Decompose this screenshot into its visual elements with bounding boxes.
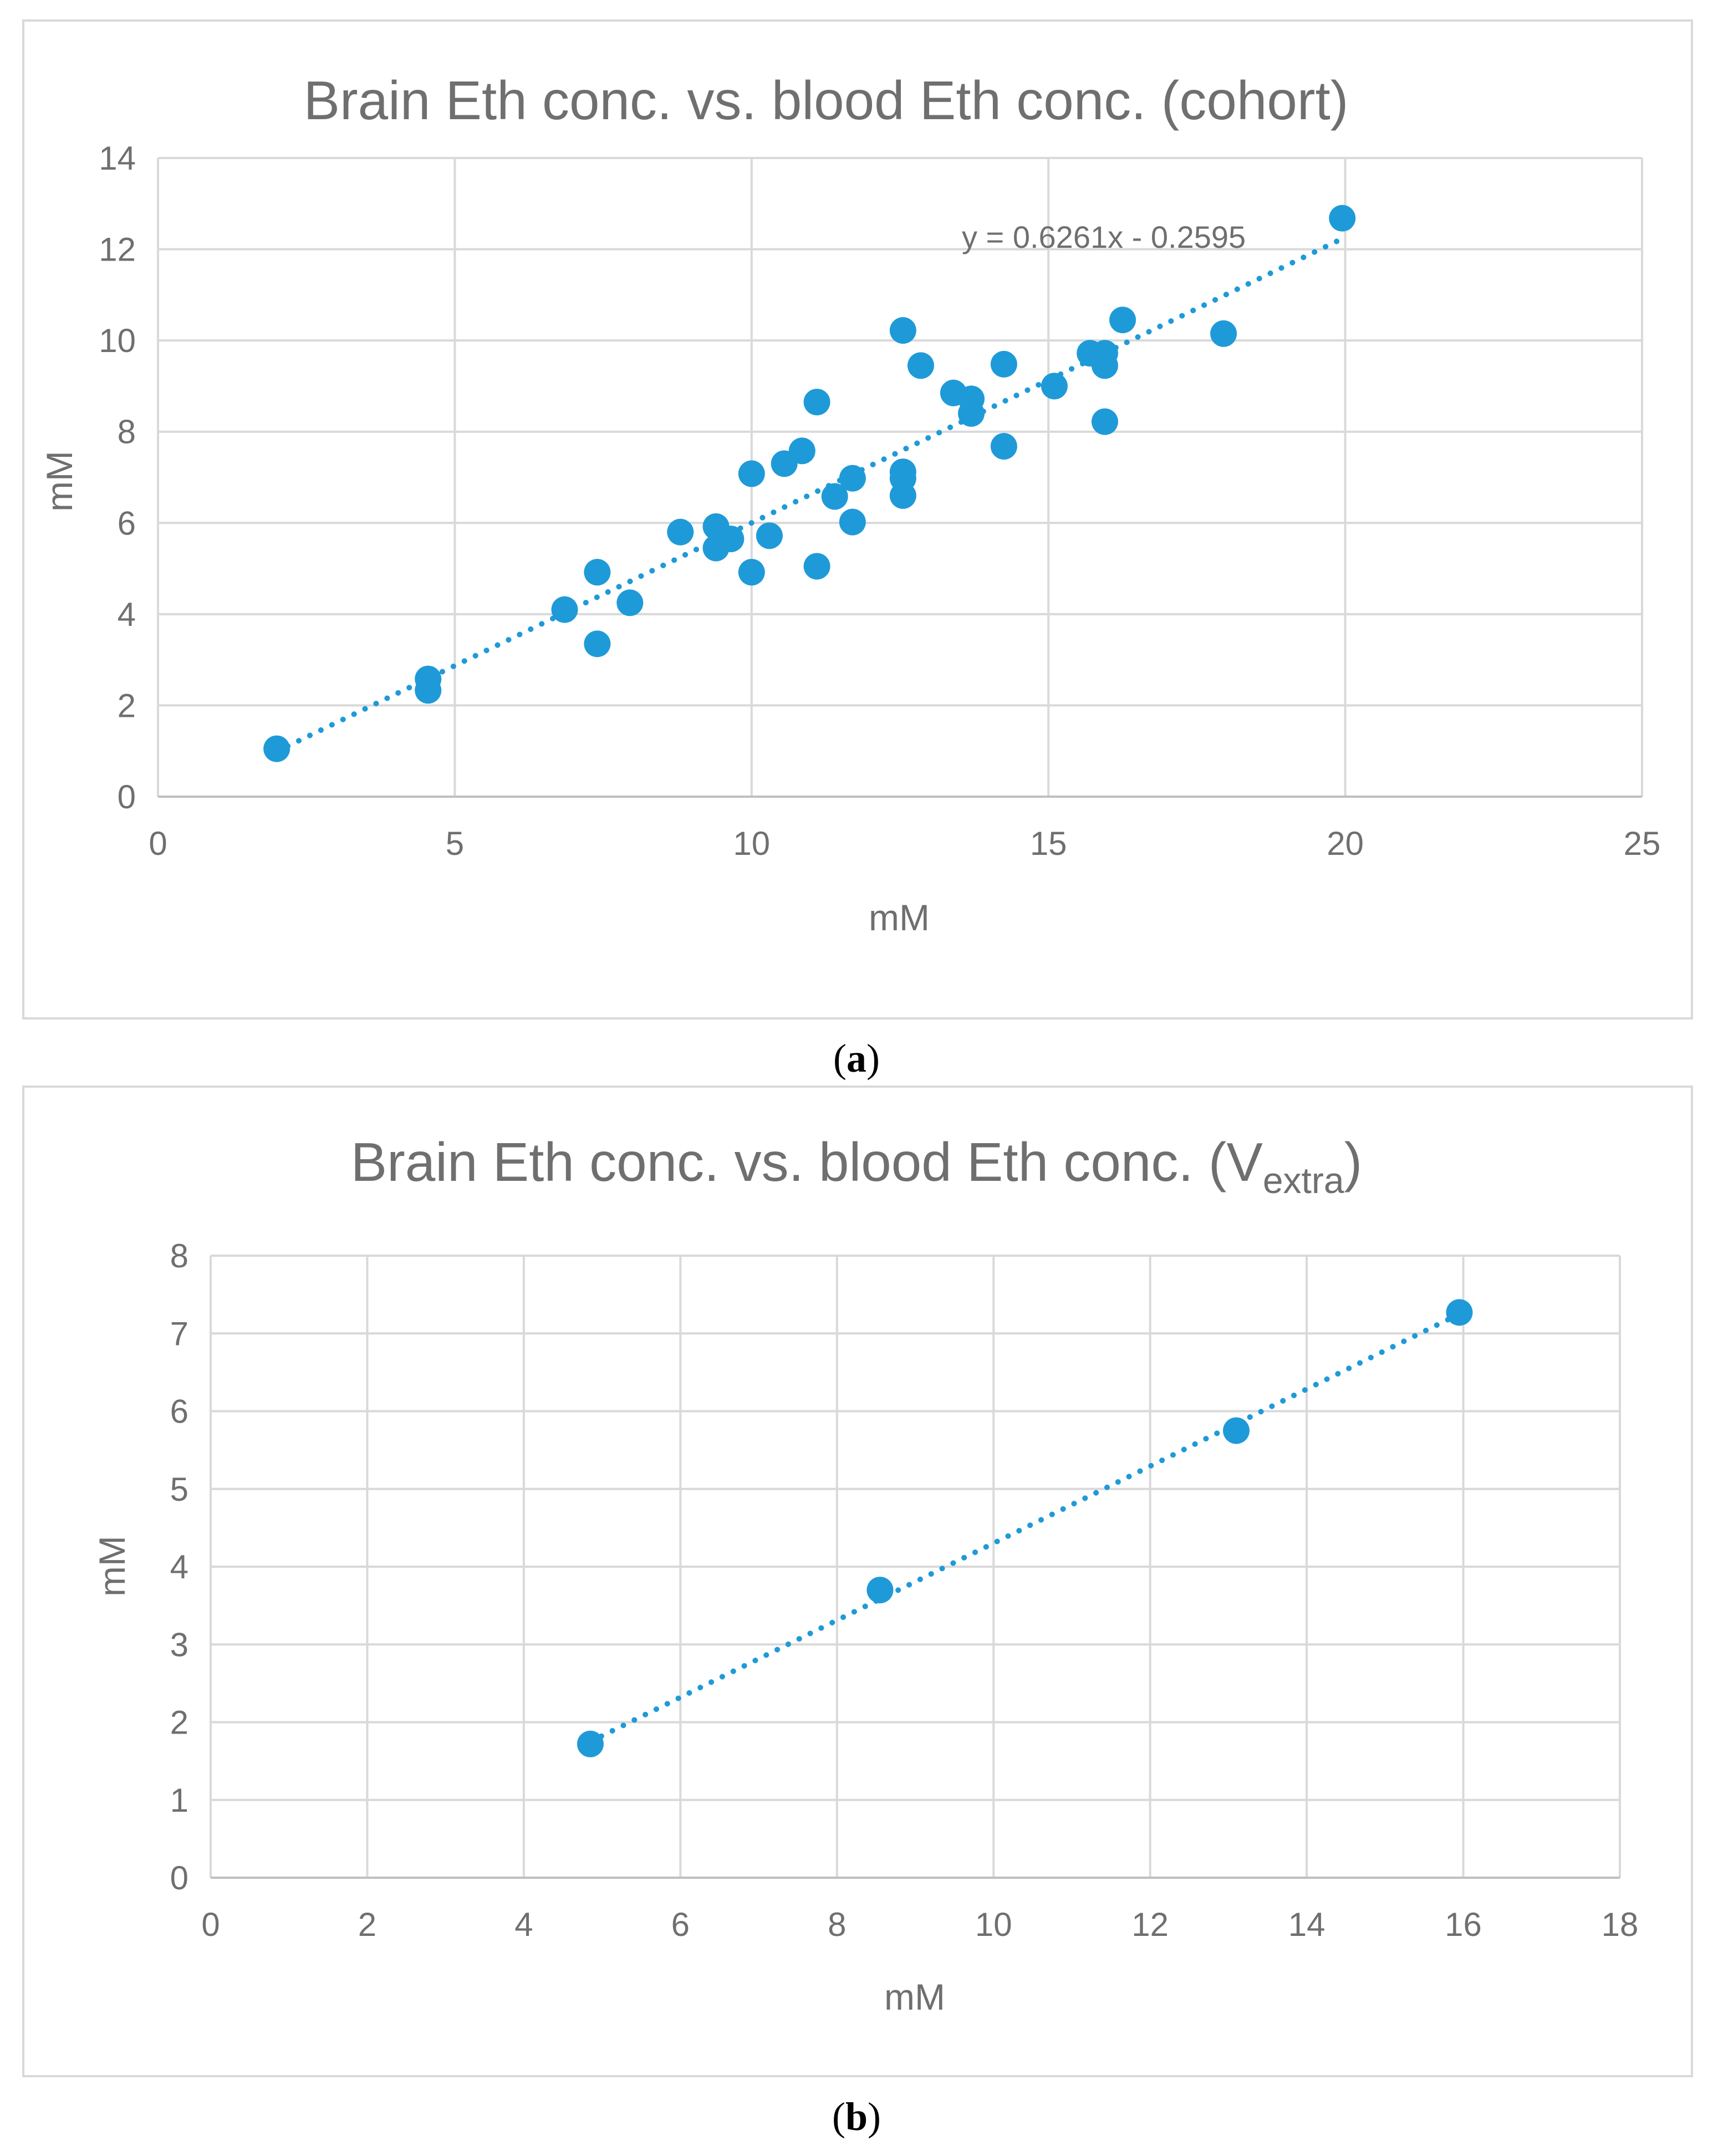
x-tick-label: 10 [975, 1906, 1012, 1943]
data-point [584, 559, 611, 586]
data-point [839, 465, 866, 492]
y-tick-label: 6 [170, 1393, 188, 1430]
caption-a: (a) [833, 1036, 880, 1080]
y-tick-label: 8 [118, 414, 136, 451]
a-trendline-line [274, 234, 1348, 755]
chart-b-frame [22, 1085, 1693, 2077]
chart-b-x-axis-title: mM [884, 1976, 945, 2017]
chart-a-grid [157, 157, 1643, 798]
b-trendline-line [587, 1311, 1462, 1745]
chart-a-x-tick-labels: 0 5 10 15 20 25 [149, 825, 1660, 862]
data-point [907, 352, 934, 379]
x-tick-label: 5 [446, 825, 464, 862]
data-point [821, 483, 848, 510]
chart-b-grid [210, 1255, 1621, 1879]
data-point [1091, 408, 1118, 435]
x-tick-label: 4 [514, 1906, 533, 1943]
data-point [1223, 1417, 1250, 1444]
chart-a-y-axis-title: mM [39, 451, 80, 512]
data-point [803, 553, 830, 580]
x-tick-label: 18 [1602, 1906, 1639, 1943]
data-point [415, 677, 442, 704]
chart-b-title: Brain Eth conc. vs. blood Eth conc. (Vex… [351, 1131, 1362, 1201]
chart-b-y-axis-title: mM [91, 1536, 132, 1597]
chart-a-points [263, 205, 1356, 762]
data-point [577, 1730, 604, 1757]
chart-a-frame [22, 19, 1693, 1020]
data-point [551, 596, 578, 623]
y-tick-label: 5 [170, 1471, 188, 1508]
x-tick-label: 12 [1131, 1906, 1169, 1943]
x-tick-label: 16 [1445, 1906, 1482, 1943]
chart-a-y-tick-labels: 0 2 4 6 8 10 12 14 [99, 140, 136, 815]
data-point [1329, 205, 1356, 232]
data-point [803, 389, 830, 416]
y-tick-label: 0 [118, 778, 136, 815]
y-tick-label: 12 [99, 231, 136, 268]
y-tick-label: 0 [170, 1859, 188, 1897]
y-tick-label: 3 [170, 1626, 188, 1663]
data-point [717, 526, 745, 553]
x-tick-label: 15 [1030, 825, 1067, 862]
data-point [866, 1577, 894, 1604]
y-tick-label: 2 [118, 687, 136, 724]
data-point [1091, 352, 1118, 379]
chart-a-x-axis-title: mM [869, 897, 930, 938]
data-point [738, 460, 765, 487]
y-tick-label: 1 [170, 1782, 188, 1819]
chart-a-trendline [274, 234, 1348, 755]
data-point [889, 317, 916, 344]
data-point [1446, 1299, 1473, 1326]
chart-b-y-tick-labels: 0 1 2 3 4 5 6 7 8 [170, 1237, 188, 1897]
data-point [1041, 373, 1068, 400]
x-tick-label: 2 [358, 1906, 376, 1943]
chart-a-title: Brain Eth conc. vs. blood Eth conc. (coh… [304, 70, 1349, 131]
y-tick-label: 8 [170, 1237, 188, 1275]
chart-b-points [577, 1299, 1473, 1757]
data-point [788, 437, 815, 465]
x-tick-label: 25 [1624, 825, 1661, 862]
data-point [738, 559, 765, 586]
x-tick-label: 20 [1327, 825, 1364, 862]
x-tick-label: 6 [671, 1906, 690, 1943]
data-point [990, 350, 1017, 378]
x-tick-label: 0 [201, 1906, 220, 1943]
data-point [957, 400, 985, 427]
x-tick-label: 14 [1288, 1906, 1325, 1943]
x-tick-label: 0 [149, 825, 167, 862]
chart-b-x-tick-labels: 0 2 4 6 8 10 12 14 16 18 [201, 1906, 1638, 1943]
chart-b-trendline [587, 1311, 1462, 1745]
data-point [990, 433, 1017, 460]
y-tick-label: 4 [170, 1548, 188, 1586]
y-tick-label: 14 [99, 140, 136, 177]
y-tick-label: 4 [118, 596, 136, 633]
data-point [839, 508, 866, 536]
chart-a-trendline-equation: y = 0.6261x - 0.2595 [962, 220, 1246, 254]
data-point [889, 482, 916, 509]
x-tick-label: 8 [828, 1906, 846, 1943]
x-tick-label: 10 [733, 825, 770, 862]
data-point [1210, 320, 1237, 347]
y-tick-label: 6 [118, 504, 136, 542]
data-point [1109, 307, 1136, 334]
data-point [616, 589, 644, 616]
data-point [263, 735, 290, 762]
chart-b: Brain Eth conc. vs. blood Eth conc. (Vex… [91, 1131, 1638, 2017]
data-point [584, 630, 611, 657]
data-point [756, 522, 783, 549]
y-tick-label: 10 [99, 322, 136, 359]
caption-b: (b) [832, 2094, 881, 2139]
y-tick-label: 7 [170, 1315, 188, 1352]
data-point [667, 518, 694, 546]
y-tick-label: 2 [170, 1704, 188, 1741]
chart-a: Brain Eth conc. vs. blood Eth conc. (coh… [39, 70, 1660, 938]
